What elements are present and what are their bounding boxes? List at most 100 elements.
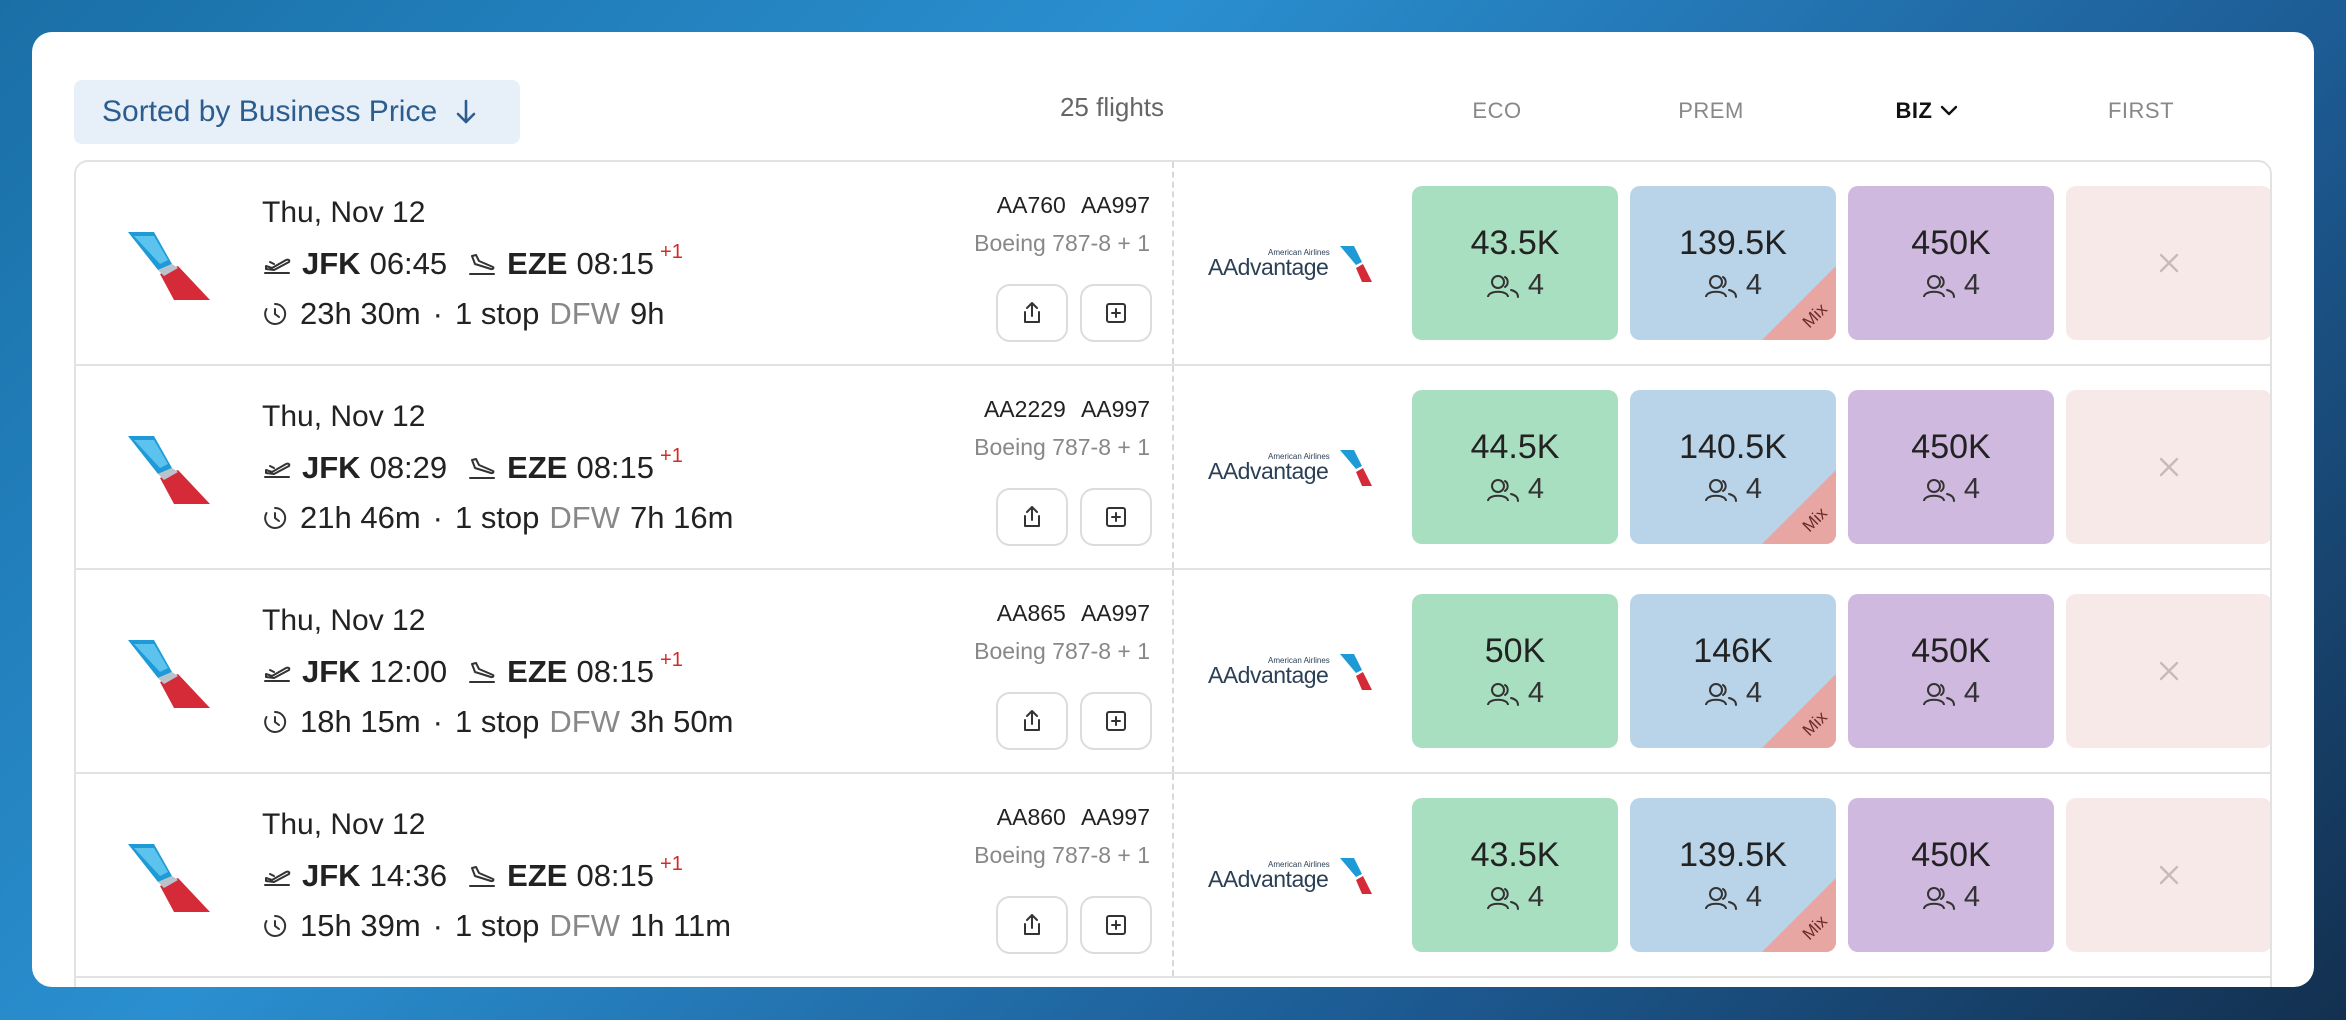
layover-duration: 7h 16m [630, 500, 734, 535]
economy-price: 44.5K [1470, 428, 1560, 466]
flight-date: Thu, Nov 12 [262, 808, 426, 841]
add-to-list-button[interactable] [1080, 896, 1152, 954]
business-seats: 4 [1922, 881, 1980, 914]
flight-duration-line: 21h 46m · 1 stop DFW 7h 16m [262, 500, 733, 536]
takeoff-icon [262, 659, 292, 685]
column-header-prem[interactable]: PREM [1608, 98, 1814, 124]
departure-time: 06:45 [369, 246, 448, 281]
economy-price-cell[interactable]: 43.5K 4 [1412, 186, 1618, 340]
plus-square-icon [1104, 301, 1128, 325]
flight-duration-line: 15h 39m · 1 stop DFW 1h 11m [262, 908, 731, 944]
flight-times: JFK 08:29 EZE 08:15 +1 [262, 445, 683, 486]
premium-price-cell[interactable]: 139.5K 4 Mix [1630, 798, 1836, 952]
economy-seats: 4 [1486, 269, 1544, 302]
stop-count: 1 stop [454, 908, 540, 943]
economy-seats: 4 [1486, 677, 1544, 710]
column-header-first[interactable]: FIRST [2038, 98, 2244, 124]
layover-duration: 3h 50m [630, 704, 734, 739]
separator-dot: · [432, 500, 443, 535]
premium-price: 140.5K [1679, 428, 1787, 466]
premium-seats: 4 [1704, 881, 1762, 914]
takeoff-icon [262, 251, 292, 277]
business-price-cell[interactable]: 450K 4 [1848, 594, 2054, 748]
mixed-cabin-badge [1762, 878, 1836, 952]
svg-text:American Airlines: American Airlines [1268, 860, 1330, 869]
share-button[interactable] [996, 488, 1068, 546]
share-button[interactable] [996, 692, 1068, 750]
aadvantage-logo: American Airlines AAdvantage [1206, 446, 1372, 492]
first-class-unavailable-cell [2066, 390, 2270, 544]
flight-numbers: AA760 AA997 [996, 192, 1150, 218]
mixed-cabin-badge [1762, 266, 1836, 340]
business-price: 450K [1911, 224, 1991, 262]
total-duration: 21h 46m [300, 500, 421, 535]
business-price-cell[interactable]: 450K 4 [1848, 390, 2054, 544]
business-price-cell[interactable]: 450K 4 [1848, 798, 2054, 952]
flight-row[interactable]: Thu, Nov 12 JFK 12:00 EZE 08:15 +1 18h 1… [76, 570, 2270, 774]
business-price: 450K [1911, 836, 1991, 874]
seat-count: 4 [1527, 269, 1545, 301]
flight-duration-line: 18h 15m · 1 stop DFW 3h 50m [262, 704, 733, 740]
arrival-time: 08:15 [576, 654, 655, 689]
mixed-cabin-badge [1762, 674, 1836, 748]
column-header-label: PREM [1678, 98, 1744, 123]
row-divider [1172, 774, 1174, 976]
day-offset: +1 [660, 240, 683, 263]
flight-times: JFK 06:45 EZE 08:15 +1 [262, 241, 683, 282]
plus-square-icon [1104, 709, 1128, 733]
seat-count: 4 [1527, 881, 1545, 913]
column-header-label: FIRST [2107, 98, 2175, 123]
add-to-list-button[interactable] [1080, 488, 1152, 546]
flight-row[interactable]: Thu, Nov 12 JFK 06:45 EZE 08:15 +1 23h 3… [76, 162, 2270, 366]
column-header-biz[interactable]: BIZ [1824, 98, 2030, 124]
premium-price: 139.5K [1679, 836, 1787, 874]
column-header-eco[interactable]: ECO [1394, 98, 1600, 124]
users-icon [1486, 478, 1520, 502]
business-price-cell[interactable]: 450K 4 [1848, 186, 2054, 340]
share-button[interactable] [996, 284, 1068, 342]
users-icon [1704, 886, 1738, 910]
arrival-airport: EZE [507, 450, 568, 485]
first-class-unavailable-cell [2066, 594, 2270, 748]
add-to-list-button[interactable] [1080, 284, 1152, 342]
arrival-airport: EZE [507, 246, 568, 281]
users-icon [1704, 478, 1738, 502]
economy-price-cell[interactable]: 43.5K 4 [1412, 798, 1618, 952]
seat-count: 4 [1963, 677, 1981, 709]
economy-seats: 4 [1486, 473, 1544, 506]
add-to-list-button[interactable] [1080, 692, 1152, 750]
flight-numbers: AA860 AA997 [996, 804, 1150, 830]
premium-price-cell[interactable]: 146K 4 Mix [1630, 594, 1836, 748]
svg-text:American Airlines: American Airlines [1268, 248, 1330, 257]
svg-text:AAdvantage: AAdvantage [1208, 254, 1328, 280]
arrival-time: 08:15 [576, 450, 655, 485]
users-icon [1704, 274, 1738, 298]
seat-count: 4 [1963, 881, 1981, 913]
svg-text:American Airlines: American Airlines [1268, 656, 1330, 665]
flight-results-card: Sorted by Business Price 25 flights ECO … [32, 32, 2314, 987]
flight-row[interactable]: Thu, Nov 12 JFK 14:36 EZE 08:15 +1 15h 3… [76, 774, 2270, 978]
users-icon [1704, 682, 1738, 706]
american-airlines-logo [120, 832, 210, 922]
economy-price-cell[interactable]: 44.5K 4 [1412, 390, 1618, 544]
premium-seats: 4 [1704, 269, 1762, 302]
flight-numbers: AA865 AA997 [996, 600, 1150, 626]
day-offset: +1 [660, 444, 683, 467]
first-class-unavailable-cell [2066, 798, 2270, 952]
departure-airport: JFK [302, 450, 361, 485]
premium-price-cell[interactable]: 140.5K 4 Mix [1630, 390, 1836, 544]
economy-price-cell[interactable]: 50K 4 [1412, 594, 1618, 748]
american-airlines-logo [120, 424, 210, 514]
sort-button[interactable]: Sorted by Business Price [74, 80, 520, 144]
flight-count: 25 flights [1059, 92, 1165, 122]
flight-row[interactable]: Thu, Nov 12 JFK 08:29 EZE 08:15 +1 21h 4… [76, 366, 2270, 570]
layover-airport: DFW [549, 296, 621, 331]
total-duration: 18h 15m [300, 704, 421, 739]
takeoff-icon [262, 863, 292, 889]
share-icon [1020, 300, 1044, 326]
share-button[interactable] [996, 896, 1068, 954]
layover-duration: 1h 11m [630, 908, 732, 943]
premium-price-cell[interactable]: 139.5K 4 Mix [1630, 186, 1836, 340]
premium-price: 146K [1693, 632, 1773, 670]
close-icon [2158, 660, 2180, 682]
